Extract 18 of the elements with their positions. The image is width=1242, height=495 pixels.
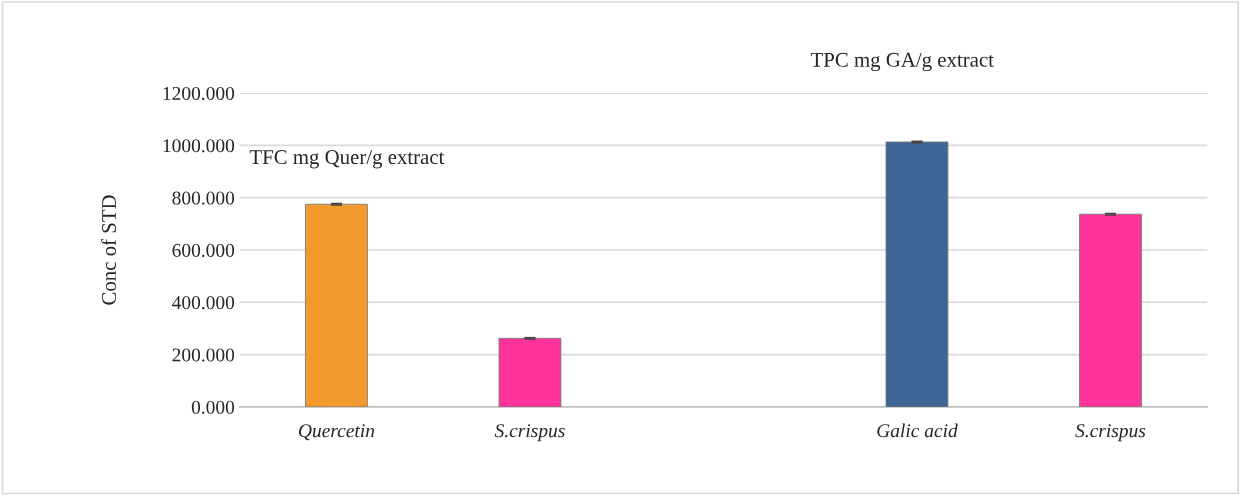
- y-tick-label: 0.000: [191, 400, 235, 414]
- text: TPC mg GA/g extract: [810, 52, 994, 72]
- y-tick-label: 800.000: [172, 191, 235, 205]
- bar: [305, 203, 368, 407]
- annotation: TFC mg Quer/g extract: [249, 150, 445, 169]
- x-tick-label: Galic acid: [877, 423, 958, 438]
- y-tick-label: 600.000: [172, 243, 235, 257]
- x-tick-label: Quercetin: [299, 424, 375, 441]
- bar: [1079, 213, 1142, 407]
- x-tick-label: S.crispus: [1075, 424, 1146, 442]
- y-tick-label: 200.000: [172, 348, 235, 362]
- bar: [498, 337, 562, 407]
- x-tick-label: S.crispus: [494, 424, 565, 442]
- y-tick-label: 400.000: [172, 296, 235, 310]
- y-tick-label: 1000.000: [163, 139, 235, 153]
- y-tick-label: 1200.000: [163, 86, 235, 101]
- y-axis-title: Conc of STD: [101, 195, 117, 305]
- bar: [885, 141, 949, 407]
